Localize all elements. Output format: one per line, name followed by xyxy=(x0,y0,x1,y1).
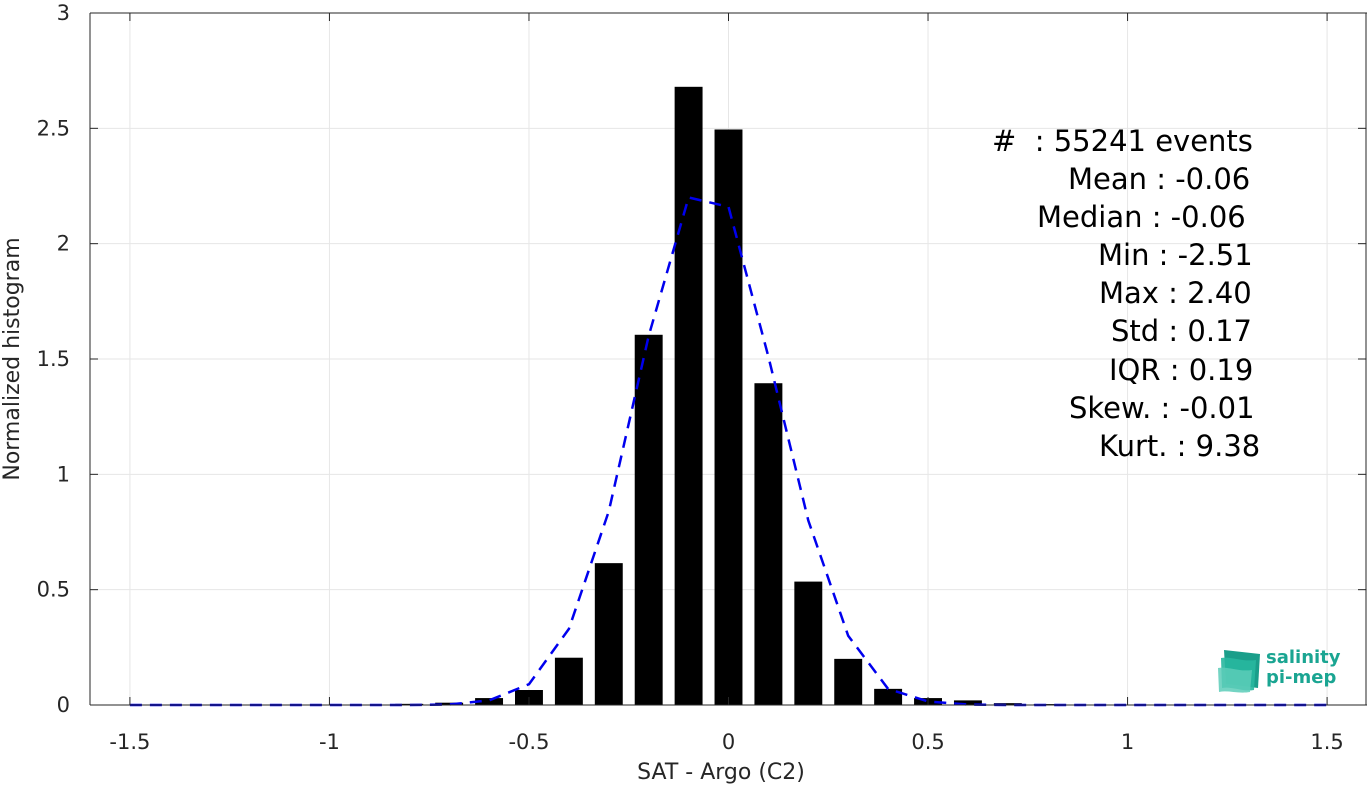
y-tick-label: 0 xyxy=(57,693,70,717)
logo-text: salinity pi-mep xyxy=(1266,648,1341,688)
histogram-bar xyxy=(714,129,743,705)
stat-std: Std : 0.17 xyxy=(1111,314,1252,349)
y-tick-label: 2 xyxy=(57,232,70,256)
stat-median: Median : -0.06 xyxy=(1037,200,1246,235)
x-tick-label: -1 xyxy=(319,730,340,754)
histogram-bar xyxy=(754,383,783,705)
y-tick-label: 2.5 xyxy=(37,116,70,140)
histogram-bar xyxy=(554,657,583,705)
histogram-bar xyxy=(674,86,703,705)
tick-labels: -1.5 -1 -0.5 0 0.5 1 1.5 0 0.5 1 1.5 2 2.5 3 xyxy=(37,1,1344,754)
y-tick-label: 3 xyxy=(57,1,70,25)
salinity-pi-mep-logo: salinity pi-mep xyxy=(1216,648,1346,696)
x-tick-label: 1 xyxy=(1121,730,1134,754)
stat-mean: Mean : -0.06 xyxy=(1068,162,1251,197)
stat-events: # : 55241 events xyxy=(992,124,1253,158)
statistics-box: # : 55241 events Mean : -0.06 Median : -… xyxy=(940,122,1280,465)
y-tick-label: 0.5 xyxy=(37,578,70,602)
histogram-bar xyxy=(395,703,424,705)
y-tick-label: 1 xyxy=(57,462,70,486)
histogram-bar xyxy=(634,334,663,705)
x-tick-label: 0.5 xyxy=(911,730,944,754)
histogram-bar xyxy=(993,703,1022,705)
y-axis-label: Normalized histogram xyxy=(0,237,25,480)
wave-logo-icon xyxy=(1218,650,1260,693)
axes-frame xyxy=(89,12,1367,706)
histogram-bar xyxy=(475,698,504,705)
stat-kurt: Kurt. : 9.38 xyxy=(1099,428,1261,463)
x-tick-label: 0 xyxy=(722,730,735,754)
stat-max: Max : 2.40 xyxy=(1099,276,1252,311)
x-axis-label: SAT - Argo (C2) xyxy=(637,760,805,785)
histogram-bar xyxy=(594,563,623,705)
stat-skew: Skew. : -0.01 xyxy=(1069,390,1255,425)
histogram-bar xyxy=(953,700,982,705)
x-tick-label: -1.5 xyxy=(109,730,150,754)
stat-iqr: IQR : 0.19 xyxy=(1109,352,1254,387)
logo-line-2: pi-mep xyxy=(1266,667,1337,688)
histogram-bar xyxy=(874,688,903,705)
histogram-bar xyxy=(794,581,823,705)
x-tick-label: 1.5 xyxy=(1310,730,1343,754)
y-tick-label: 1.5 xyxy=(37,347,70,371)
stat-min: Min : -2.51 xyxy=(1098,238,1253,273)
histogram-bar xyxy=(435,702,464,705)
histogram-bars xyxy=(115,86,1342,706)
x-tick-label: -0.5 xyxy=(508,730,549,754)
logo-line-1: salinity xyxy=(1266,647,1341,668)
histogram-bar xyxy=(834,658,863,705)
